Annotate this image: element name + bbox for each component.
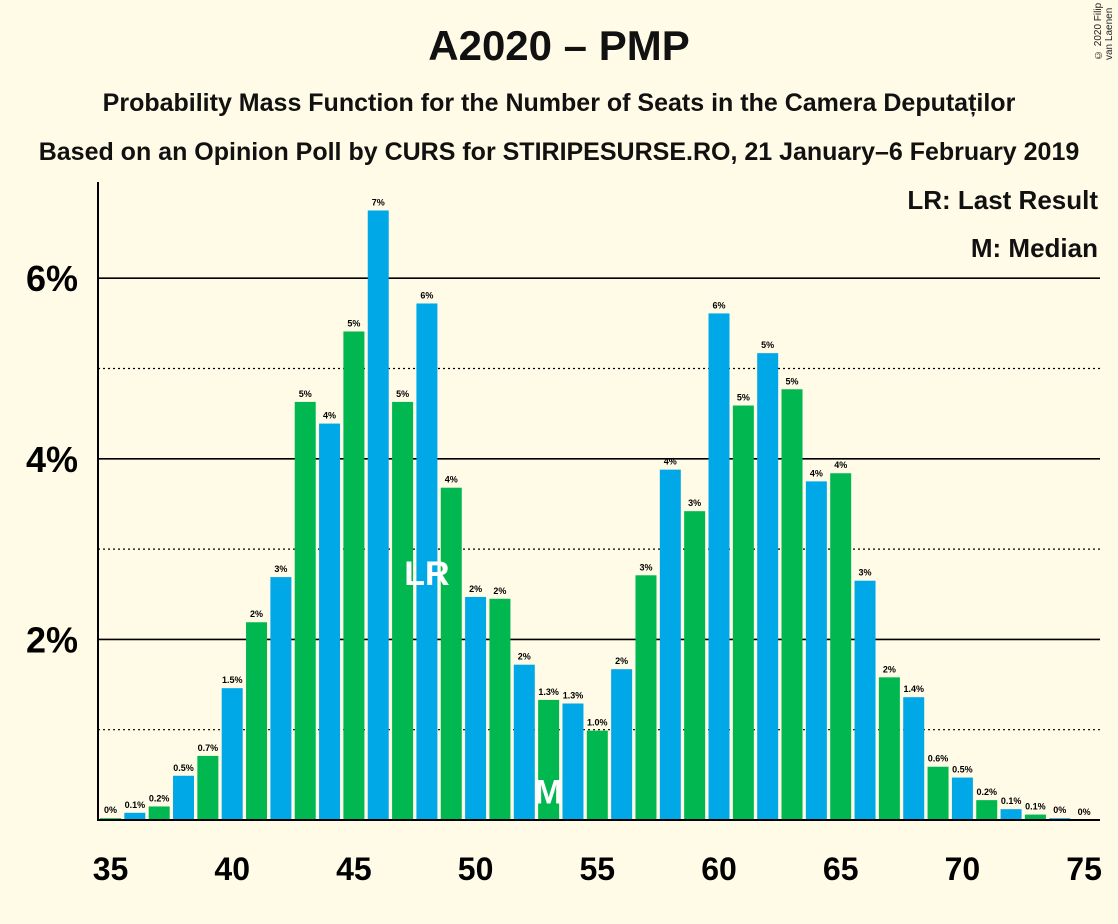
y-tick-label: 6% bbox=[26, 258, 78, 299]
bar-seat-46 bbox=[367, 210, 389, 821]
data-label-seat-68: 1.4% bbox=[903, 684, 924, 694]
bar-seat-68 bbox=[903, 697, 925, 820]
x-tick-label: 35 bbox=[93, 851, 129, 887]
chart-title: A2020 – PMP bbox=[428, 22, 690, 69]
data-label-seat-44: 4% bbox=[323, 411, 336, 421]
legend-last-result: LR: Last Result bbox=[907, 185, 1098, 215]
bar-seat-56 bbox=[611, 669, 633, 820]
data-label-seat-52: 2% bbox=[518, 652, 531, 662]
bar-seat-65 bbox=[830, 473, 852, 820]
bar-seat-58 bbox=[659, 469, 681, 820]
bar-seat-64 bbox=[805, 481, 827, 820]
data-label-seat-55: 1.0% bbox=[587, 718, 608, 728]
bar-seat-55 bbox=[586, 730, 608, 820]
x-tick-label: 75 bbox=[1066, 851, 1102, 887]
bar-seat-42 bbox=[270, 577, 292, 820]
x-tick-label: 45 bbox=[336, 851, 372, 887]
bar-seat-67 bbox=[878, 677, 900, 820]
bar-seat-41 bbox=[246, 622, 268, 820]
bar-seat-61 bbox=[732, 405, 754, 820]
x-tick-label: 55 bbox=[580, 851, 616, 887]
bar-seat-73 bbox=[1024, 814, 1046, 820]
data-label-seat-38: 0.5% bbox=[173, 763, 194, 773]
data-label-seat-53: 1.3% bbox=[538, 687, 559, 697]
bar-seat-43 bbox=[294, 401, 316, 820]
x-tick-label: 50 bbox=[458, 851, 494, 887]
bar-seat-70 bbox=[951, 777, 973, 820]
x-tick-label: 40 bbox=[214, 851, 250, 887]
data-label-seat-72: 0.1% bbox=[1001, 796, 1022, 806]
data-label-seat-48: 6% bbox=[420, 290, 433, 300]
bar-seat-54 bbox=[562, 703, 584, 820]
bar-seat-47 bbox=[392, 401, 414, 820]
x-tick-label: 60 bbox=[701, 851, 737, 887]
bar-seat-59 bbox=[684, 511, 706, 820]
last-result-marker: LR bbox=[404, 555, 449, 593]
data-label-seat-46: 7% bbox=[372, 197, 385, 207]
bar-seat-60 bbox=[708, 313, 730, 820]
data-label-seat-61: 5% bbox=[737, 393, 750, 403]
data-label-seat-70: 0.5% bbox=[952, 765, 973, 775]
data-label-seat-60: 6% bbox=[712, 300, 725, 310]
y-tick-label: 2% bbox=[26, 619, 78, 660]
data-label-seat-36: 0.1% bbox=[125, 800, 146, 810]
x-tick-label: 70 bbox=[945, 851, 981, 887]
data-label-seat-37: 0.2% bbox=[149, 793, 170, 803]
x-tick-label: 65 bbox=[823, 851, 859, 887]
bar-seat-36 bbox=[124, 812, 146, 820]
data-label-seat-41: 2% bbox=[250, 609, 263, 619]
chart-source: Based on an Opinion Poll by CURS for STI… bbox=[38, 138, 1080, 166]
bar-seat-53 bbox=[538, 699, 560, 820]
data-label-seat-64: 4% bbox=[810, 468, 823, 478]
data-label-seat-43: 5% bbox=[299, 389, 312, 399]
bar-seat-39 bbox=[197, 755, 219, 820]
data-label-seat-66: 3% bbox=[859, 568, 872, 578]
data-label-seat-39: 0.7% bbox=[198, 743, 219, 753]
bar-seat-71 bbox=[976, 800, 998, 820]
data-label-seat-50: 2% bbox=[469, 584, 482, 594]
data-label-seat-67: 2% bbox=[883, 664, 896, 674]
data-label-seat-69: 0.6% bbox=[928, 754, 949, 764]
data-label-seat-49: 4% bbox=[445, 475, 458, 485]
data-label-seat-45: 5% bbox=[347, 318, 360, 328]
bar-seat-50 bbox=[465, 596, 487, 820]
bar-seat-38 bbox=[173, 775, 195, 820]
data-label-seat-71: 0.2% bbox=[976, 787, 997, 797]
data-label-seat-73: 0.1% bbox=[1025, 802, 1046, 812]
bar-seat-57 bbox=[635, 575, 657, 820]
bar-seat-45 bbox=[343, 331, 365, 820]
bar-seat-72 bbox=[1000, 809, 1022, 820]
data-label-seat-56: 2% bbox=[615, 656, 628, 666]
bar-seat-66 bbox=[854, 580, 876, 820]
data-label-seat-58: 4% bbox=[664, 457, 677, 467]
bar-seat-63 bbox=[781, 389, 803, 820]
bar-seat-37 bbox=[148, 806, 170, 820]
median-marker: M bbox=[534, 774, 562, 812]
data-label-seat-59: 3% bbox=[688, 498, 701, 508]
bar-seat-62 bbox=[757, 353, 779, 820]
bar-seat-51 bbox=[489, 598, 511, 820]
y-tick-label: 4% bbox=[26, 439, 78, 480]
data-label-seat-42: 3% bbox=[274, 564, 287, 574]
legend-median: M: Median bbox=[970, 233, 1098, 263]
data-label-seat-54: 1.3% bbox=[563, 691, 584, 701]
data-label-seat-74: 0% bbox=[1053, 805, 1066, 815]
data-label-seat-75: 0% bbox=[1078, 807, 1091, 817]
data-label-seat-65: 4% bbox=[834, 460, 847, 470]
bar-seat-40 bbox=[221, 688, 243, 820]
data-label-seat-35: 0% bbox=[104, 805, 117, 815]
data-label-seat-62: 5% bbox=[761, 340, 774, 350]
chart-subtitle: Probability Mass Function for the Number… bbox=[102, 89, 1016, 117]
data-label-seat-47: 5% bbox=[396, 389, 409, 399]
bar-seat-69 bbox=[927, 766, 949, 820]
bar-seat-48 bbox=[416, 303, 438, 820]
data-label-seat-63: 5% bbox=[786, 376, 799, 386]
bar-seat-52 bbox=[513, 664, 535, 820]
data-label-seat-57: 3% bbox=[639, 562, 652, 572]
bar-seat-49 bbox=[440, 487, 462, 820]
data-label-seat-40: 1.5% bbox=[222, 675, 243, 685]
bar-seat-44 bbox=[319, 423, 341, 820]
data-label-seat-51: 2% bbox=[493, 586, 506, 596]
